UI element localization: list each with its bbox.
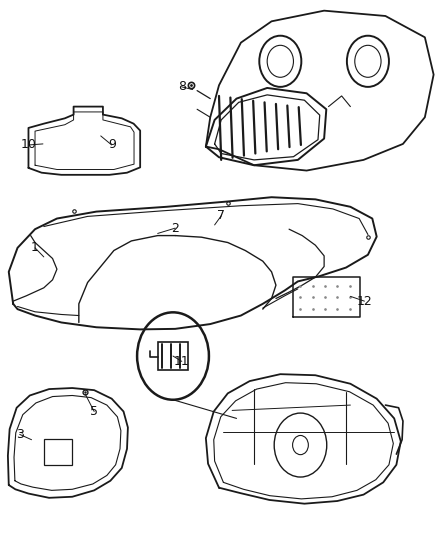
Text: 1: 1 bbox=[31, 241, 39, 254]
Bar bbox=[158, 342, 188, 370]
Text: 2: 2 bbox=[171, 222, 179, 235]
Text: 12: 12 bbox=[357, 295, 372, 308]
Text: 3: 3 bbox=[16, 428, 24, 441]
Bar bbox=[44, 439, 72, 465]
Text: 7: 7 bbox=[217, 209, 225, 222]
Text: 8: 8 bbox=[178, 80, 186, 93]
Text: 10: 10 bbox=[21, 139, 36, 151]
Text: 9: 9 bbox=[108, 139, 116, 151]
Text: 11: 11 bbox=[174, 355, 190, 368]
Text: 5: 5 bbox=[90, 405, 98, 418]
